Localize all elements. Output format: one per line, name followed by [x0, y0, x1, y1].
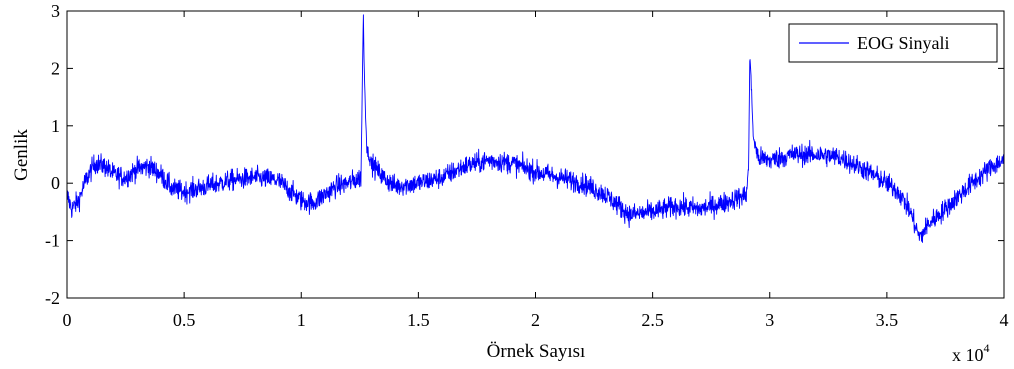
x-tick-label-2: 1: [297, 310, 306, 330]
x-tick-labels: 0 0.5 1 1.5 2 2.5 3 3.5 4: [63, 310, 1009, 330]
x-tick-label-7: 3.5: [876, 310, 899, 330]
y-tick-label-3: 1: [51, 116, 60, 136]
x-tick-label-1: 0.5: [173, 310, 196, 330]
y-axis-label: Genlik: [11, 129, 32, 181]
y-tick-label-4: 2: [51, 58, 60, 78]
x-multiplier-base: x 10: [952, 345, 984, 365]
series-line-eog: [67, 14, 1004, 243]
x-tick-label-0: 0: [63, 310, 72, 330]
x-multiplier: x 104: [952, 341, 990, 365]
x-multiplier-exponent: 4: [984, 341, 990, 355]
axis-ticks: [66, 10, 1005, 299]
legend: EOG Sinyali: [788, 23, 998, 63]
legend-label: EOG Sinyali: [857, 33, 950, 53]
x-tick-label-5: 2.5: [641, 310, 664, 330]
x-axis-label: Örnek Sayısı: [487, 341, 586, 362]
y-tick-label-1: -1: [45, 231, 60, 251]
y-tick-label-0: -2: [45, 288, 60, 308]
x-tick-label-3: 1.5: [407, 310, 430, 330]
x-tick-label-8: 4: [1000, 310, 1009, 330]
plot-lines: [67, 14, 1004, 243]
x-tick-label-4: 2: [531, 310, 540, 330]
y-tick-label-2: 0: [51, 173, 60, 193]
y-tick-label-5: 3: [51, 1, 60, 21]
y-tick-labels: -2 -1 0 1 2 3: [45, 1, 60, 308]
x-tick-label-6: 3: [765, 310, 774, 330]
